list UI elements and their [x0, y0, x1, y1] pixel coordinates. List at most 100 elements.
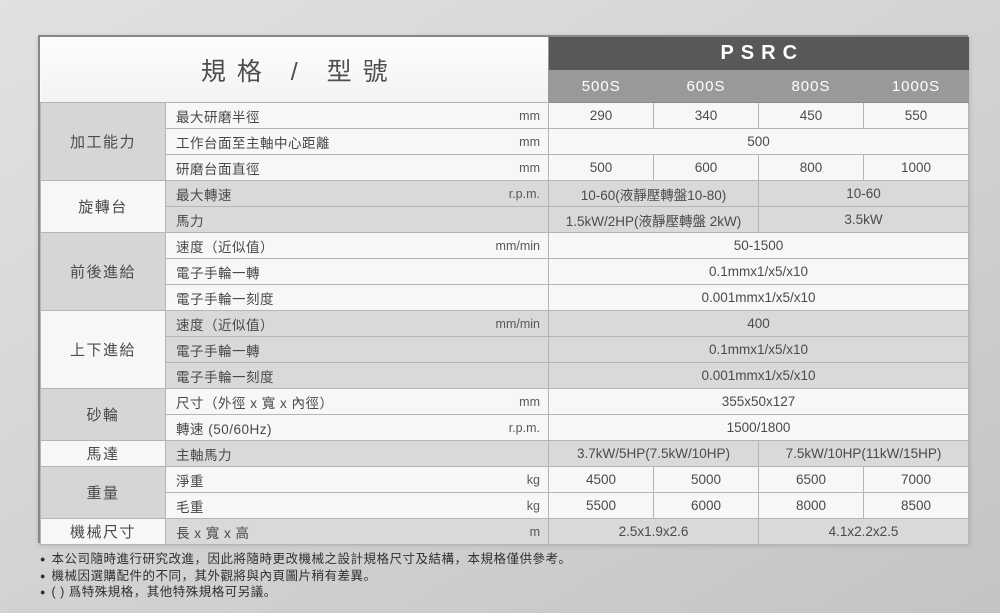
param-label: 淨重: [176, 473, 204, 489]
spec-value-cell: 5000: [653, 466, 759, 493]
spec-value-cell: 800: [758, 154, 864, 181]
table-row: 電子手輪一刻度 0.001mmx1/x5/x10: [41, 284, 970, 311]
param-label: 長 x 寬 x 高: [176, 525, 250, 541]
unit-label: mm/min: [495, 316, 540, 331]
spec-value-cell: 10-60: [757, 180, 970, 207]
model-header-500s: 500S: [548, 70, 654, 103]
param-label: 尺寸（外徑 x 寬 x 內徑）: [176, 395, 334, 411]
spec-value-cell: 4500: [548, 466, 654, 493]
spec-value-cell: 450: [758, 102, 864, 129]
bullet-icon: [40, 584, 45, 601]
spec-value-cell: 5500: [548, 492, 654, 519]
spec-value-cell: 1500/1800: [547, 414, 970, 441]
table-row: 馬力 1.5kW/2HP(液靜壓轉盤 2kW) 3.5kW: [41, 206, 970, 233]
param-label: 電子手輪一轉: [176, 265, 260, 281]
param-cell: 工作台面至主軸中心距離 mm: [165, 128, 549, 155]
table-row: 上下進給 速度（近似值） mm/min 400: [40, 310, 970, 389]
spec-value-cell: 8500: [862, 492, 970, 519]
param-label: 轉速 (50/60Hz): [176, 421, 273, 437]
category-cell: 機械尺寸: [40, 518, 166, 545]
table-row: 機械尺寸 長 x 寬 x 高 m 2.5x1.9x2.6 4.1x2.2x2.5: [40, 518, 970, 545]
category-cell: 馬達: [40, 440, 166, 467]
param-cell: 淨重 kg: [165, 466, 549, 493]
table-title-cell: 規格 / 型號: [40, 37, 549, 103]
spec-value-cell: 1000: [862, 154, 970, 181]
model-header-800s: 800S: [758, 70, 864, 103]
spec-value-cell: 400: [547, 310, 970, 337]
spec-value-cell: 500: [547, 128, 970, 155]
footnotes: 本公司隨時進行研究改進，因此將隨時更改機械之設計規格尺寸及結構，本規格僅供參考。…: [40, 551, 571, 601]
spec-value-cell: 1.5kW/2HP(液靜壓轉盤 2kW): [548, 206, 759, 233]
param-label: 速度（近似值）: [176, 239, 274, 255]
unit-label: kg: [526, 472, 540, 487]
unit-label: m: [529, 524, 540, 539]
footnote: ( ) 爲特殊規格，其他特殊規格可另議。: [40, 584, 571, 601]
param-cell: 轉速 (50/60Hz) r.p.m.: [165, 414, 549, 441]
param-cell: 尺寸（外徑 x 寬 x 內徑） mm: [165, 388, 549, 415]
param-cell: 速度（近似值） mm/min: [165, 310, 549, 337]
param-label: 電子手輪一轉: [176, 343, 260, 359]
param-cell: 長 x 寬 x 高 m: [165, 518, 549, 545]
model-header-600s: 600S: [653, 70, 759, 103]
unit-label: r.p.m.: [508, 420, 540, 435]
param-cell: 研磨台面直徑 mm: [165, 154, 549, 181]
spec-value-cell: 0.1mmx1/x5/x10: [547, 336, 970, 363]
table-row: 研磨台面直徑 mm 500 600 800 1000: [41, 154, 970, 181]
category-cell: 砂輪: [40, 388, 166, 441]
param-cell: 毛重 kg: [165, 492, 549, 519]
footnote: 機械因選購配件的不同，其外觀將與內頁圖片稍有差異。: [40, 568, 571, 585]
table-row: 重量 淨重 kg 4500 5000 6500 7000: [40, 466, 970, 519]
spec-value-cell: 340: [653, 102, 759, 129]
category-cell: 上下進給: [40, 310, 166, 389]
spec-value-cell: 7000: [862, 466, 970, 493]
table-row: 加工能力 最大研磨半徑 mm 290 340 450 550: [40, 102, 970, 181]
spec-value-cell: 0.001mmx1/x5/x10: [547, 284, 970, 311]
spec-value-cell: 600: [653, 154, 759, 181]
spec-value-cell: 0.001mmx1/x5/x10: [547, 362, 970, 389]
param-label: 最大研磨半徑: [176, 109, 260, 125]
table-row: 工作台面至主軸中心距離 mm 500: [41, 128, 970, 155]
table-row: 毛重 kg 5500 6000 8000 8500: [41, 492, 970, 519]
table-row: 電子手輪一刻度 0.001mmx1/x5/x10: [41, 362, 970, 389]
spec-value-cell: 355x50x127: [547, 388, 970, 415]
footnote-text: ( ) 爲特殊規格，其他特殊規格可另議。: [51, 585, 277, 599]
table-row: 馬達 主軸馬力 3.7kW/5HP(7.5kW/10HP) 7.5kW/10HP…: [40, 440, 970, 467]
spec-value-cell: 3.7kW/5HP(7.5kW/10HP): [548, 440, 759, 467]
param-cell: 電子手輪一刻度: [165, 284, 549, 311]
param-label: 馬力: [176, 213, 204, 229]
model-header-1000s: 1000S: [863, 70, 969, 103]
brand-header: PSRC: [548, 37, 969, 70]
spec-value-cell: 6000: [653, 492, 759, 519]
param-label: 速度（近似值）: [176, 317, 274, 333]
spec-table: 規格 / 型號 PSRC 500S 600S 800S 1000S 加工能力 最…: [38, 35, 970, 545]
bullet-icon: [40, 551, 45, 568]
spec-value-cell: 500: [548, 154, 654, 181]
param-cell: 主軸馬力: [165, 440, 549, 467]
category-cell: 前後進給: [40, 232, 166, 311]
bullet-icon: [40, 568, 45, 585]
table-row: 砂輪 尺寸（外徑 x 寬 x 內徑） mm 355x50x127: [40, 388, 970, 441]
footnote-text: 本公司隨時進行研究改進，因此將隨時更改機械之設計規格尺寸及結構，本規格僅供參考。: [51, 552, 572, 566]
spec-value-cell: 290: [548, 102, 654, 129]
spec-value-cell: 50-1500: [547, 232, 970, 259]
spec-value-cell: 6500: [758, 466, 864, 493]
unit-label: r.p.m.: [508, 186, 540, 201]
table-row: 旋轉台 最大轉速 r.p.m. 10-60(液靜壓轉盤10-80) 10-60: [40, 180, 970, 233]
spec-value-cell: 3.5kW: [757, 206, 970, 233]
param-cell: 最大轉速 r.p.m.: [165, 180, 549, 207]
page-title: 規格 / 型號: [200, 57, 399, 86]
param-cell: 電子手輪一轉: [165, 336, 549, 363]
table-row: 前後進給 速度（近似值） mm/min 50-1500: [40, 232, 970, 311]
unit-label: mm: [519, 108, 540, 123]
param-cell: 電子手輪一刻度: [165, 362, 549, 389]
param-label: 工作台面至主軸中心距離: [176, 135, 330, 151]
spec-value-cell: 8000: [758, 492, 864, 519]
param-label: 毛重: [176, 499, 204, 515]
spec-value-cell: 7.5kW/10HP(11kW/15HP): [757, 440, 970, 467]
table-row: 電子手輪一轉 0.1mmx1/x5/x10: [41, 336, 970, 363]
table-row: 電子手輪一轉 0.1mmx1/x5/x10: [41, 258, 970, 285]
spec-value-cell: 550: [862, 102, 970, 129]
footnote: 本公司隨時進行研究改進，因此將隨時更改機械之設計規格尺寸及結構，本規格僅供參考。: [40, 551, 571, 568]
spec-value-cell: 2.5x1.9x2.6: [548, 518, 759, 545]
unit-label: kg: [526, 498, 540, 513]
